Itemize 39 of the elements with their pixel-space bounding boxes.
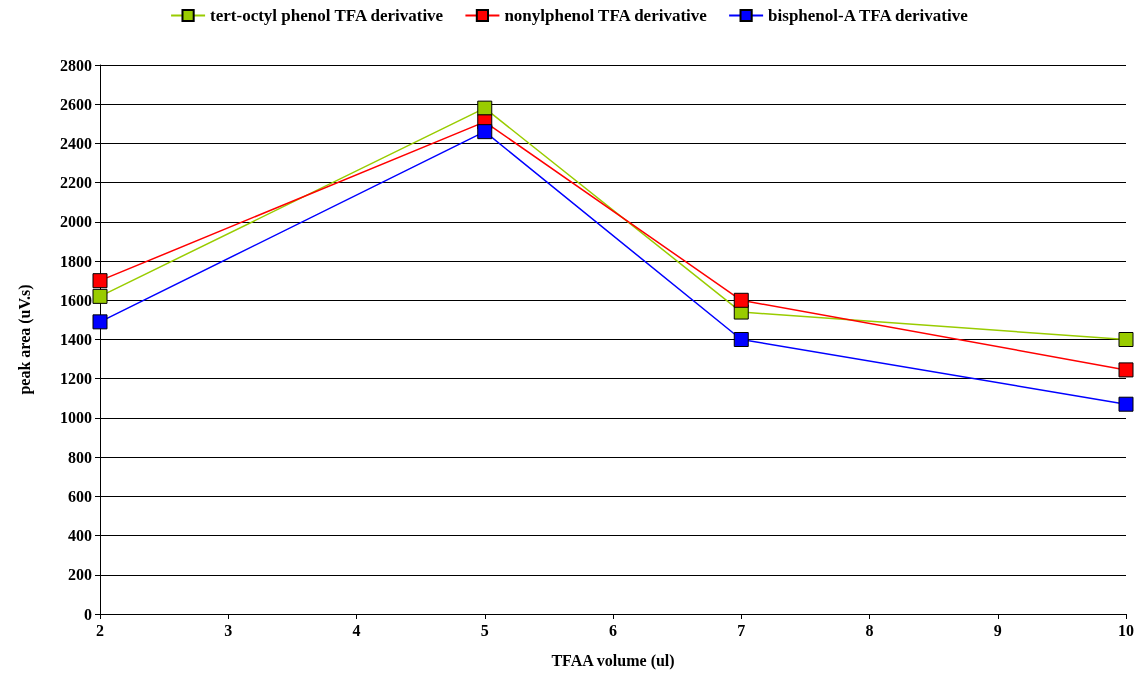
point bbox=[477, 100, 493, 116]
y-tick-label: 2400 bbox=[60, 134, 92, 152]
point bbox=[1118, 396, 1134, 412]
y-tick-label: 600 bbox=[68, 487, 92, 505]
y-tick-label: 2800 bbox=[60, 56, 92, 74]
y-tick-label: 1000 bbox=[60, 409, 92, 427]
x-tick-label: 3 bbox=[224, 621, 233, 639]
x-tick-label: 7 bbox=[737, 621, 746, 639]
x-axis-title: TFAA volume (ul) bbox=[551, 651, 675, 670]
x-tick-label: 8 bbox=[865, 621, 874, 639]
x-tick-label: 4 bbox=[352, 621, 361, 639]
legend-label: bisphenol-A TFA derivative bbox=[768, 6, 969, 25]
y-tick-label: 200 bbox=[68, 566, 92, 584]
y-axis-title: peak area (uV.s) bbox=[15, 284, 34, 395]
legend-label: tert-octyl phenol TFA derivative bbox=[210, 6, 444, 25]
y-tick-label: 1800 bbox=[60, 252, 92, 270]
x-tick-label: 2 bbox=[96, 621, 104, 639]
y-tick-label: 800 bbox=[68, 448, 92, 466]
point bbox=[477, 124, 493, 140]
x-tick-label: 9 bbox=[993, 621, 1002, 639]
y-tick-label: 1200 bbox=[60, 370, 92, 388]
y-tick-label: 1400 bbox=[60, 331, 92, 348]
x-tick-label: 10 bbox=[1118, 621, 1134, 639]
y-tick-label: 0 bbox=[84, 605, 92, 623]
x-tick-label: 5 bbox=[480, 621, 489, 639]
point bbox=[1118, 332, 1134, 347]
y-tick-label: 400 bbox=[68, 527, 92, 545]
y-tick-label: 2000 bbox=[60, 213, 92, 231]
y-tick-label: 1600 bbox=[60, 291, 92, 309]
point bbox=[733, 292, 749, 308]
y-tick-label: 2600 bbox=[60, 95, 92, 113]
y-tick-label: 2200 bbox=[60, 174, 92, 192]
legend-label: nonylphenol TFA derivative bbox=[504, 6, 708, 25]
point bbox=[92, 314, 108, 330]
x-tick-label: 6 bbox=[609, 621, 617, 639]
point bbox=[733, 332, 749, 347]
point bbox=[92, 273, 108, 289]
point bbox=[92, 288, 108, 304]
point bbox=[1118, 362, 1134, 378]
